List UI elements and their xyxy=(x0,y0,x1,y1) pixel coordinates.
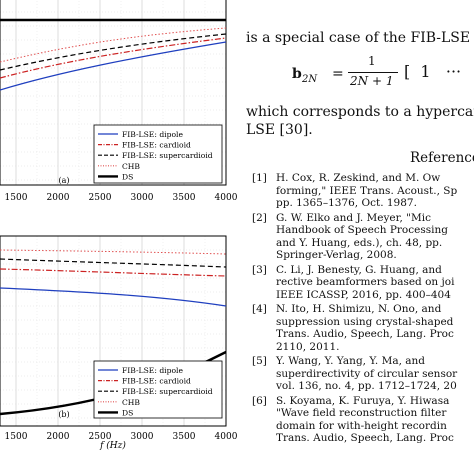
equation-subscript: 2N xyxy=(302,74,318,85)
reference-number: [2] xyxy=(252,211,267,224)
reference-line: pp. 1365–1376, Oct. 1987. xyxy=(276,197,417,209)
x-tick-label: 3500 xyxy=(173,432,196,442)
equation-lhs: b xyxy=(292,66,302,82)
bottom-x-ticks: 1500 2000 2500 3000 3500 4000 xyxy=(5,432,238,442)
reference-number: [5] xyxy=(252,355,267,367)
top-series-cardioid xyxy=(0,37,227,79)
text-line-3: LSE [30]. xyxy=(246,122,313,138)
reference-item: [3] C. Li, J. Benesty, G. Huang, and recti… xyxy=(252,264,474,302)
reference-line: forming," IEEE Trans. Acoust., Sp xyxy=(276,184,458,197)
reference-line: suppression using crystal-shaped xyxy=(276,315,454,328)
reference-line: rective beamformers based on joi xyxy=(276,276,455,288)
references-heading: Reference xyxy=(410,150,474,166)
x-tick-label: 1500 xyxy=(5,193,28,203)
x-tick-label: 2000 xyxy=(47,193,70,203)
reference-line: superdirectivity of circular sensor xyxy=(276,367,458,380)
bottom-series-cardioid xyxy=(0,268,227,277)
reference-line: "Wave field reconstruction filter xyxy=(276,407,447,419)
reference-item: [5] Y. Wang, Y. Yang, Y. Ma, and superdire… xyxy=(252,355,474,393)
reference-line: IEEE ICASSP, 2016, pp. 400–404 xyxy=(276,288,451,301)
legend-label: DS xyxy=(122,172,133,181)
reference-number: [1] xyxy=(252,172,267,184)
equation-fraction-bar xyxy=(348,72,398,73)
reference-line: G. W. Elko and J. Meyer, "Mic xyxy=(276,211,431,224)
bottom-x-label: f (Hz) xyxy=(99,440,126,451)
reference-line: Springer-Verlag, 2008. xyxy=(276,249,397,261)
legend-label: FIB-LSE: cardioid xyxy=(122,141,191,150)
equation-numerator: 1 xyxy=(368,54,376,68)
equation-equals: = xyxy=(332,66,344,82)
legend-label: FIB-LSE: dipole xyxy=(122,130,183,139)
top-series-supercardioid xyxy=(0,33,227,71)
figure-bottom: FIB-LSE: dipole FIB-LSE: cardioidFIB-LSE:… xyxy=(0,235,238,451)
text-line-1: is a special case of the FIB-LSE xyxy=(246,30,471,46)
reference-line: Y. Wang, Y. Yang, Y. Ma, and xyxy=(276,355,426,367)
reference-line: vol. 136, no. 4, pp. 1712–1724, 20 xyxy=(276,380,457,392)
top-series-chb xyxy=(0,27,227,63)
reference-line: 2110, 2011. xyxy=(276,340,340,353)
top-x-ticks: 1500 2000 2500 3000 3500 4000 xyxy=(5,193,238,203)
bottom-legend: FIB-LSE: dipole FIB-LSE: cardioidFIB-LSE:… xyxy=(93,360,223,419)
bottom-series-dipole xyxy=(0,287,227,307)
text-line-2: which corresponds to a hypercard xyxy=(246,104,474,120)
reference-item: [4] N. Ito, H. Shimizu, N. Ono, and suppre… xyxy=(252,303,474,353)
x-tick-label: 2500 xyxy=(89,432,112,442)
reference-line: Handbook of Speech Processing xyxy=(276,224,448,236)
equation-tail: [ 1 ··· xyxy=(404,62,462,81)
reference-line: S. Koyama, K. Furuya, Y. Hiwasa xyxy=(276,394,450,407)
equation-denominator: 2N + 1 xyxy=(350,74,394,88)
reference-line: and Y. Huang, eds.), ch. 48, pp. xyxy=(276,236,443,249)
x-tick-label: 1500 xyxy=(5,432,28,442)
reference-line: N. Ito, H. Shimizu, N. Ono, and xyxy=(276,303,442,315)
reference-line: Trans. Audio, Speech, Lang. Proc xyxy=(276,328,454,340)
reference-number: [6] xyxy=(252,394,267,407)
x-tick-label: 2500 xyxy=(89,193,112,203)
reference-line: Trans. Audio, Speech, Lang. Proc xyxy=(276,432,454,444)
legend-label: FIB-LSE: supercardioid xyxy=(122,151,213,160)
reference-item: [6] S. Koyama, K. Furuya, Y. Hiwasa "Wave … xyxy=(252,395,474,445)
top-panel-label: (a) xyxy=(58,176,69,185)
bottom-series-chb xyxy=(0,249,227,255)
top-series-dipole xyxy=(0,41,227,91)
legend-label: CHB xyxy=(122,162,140,171)
reference-item: [1] H. Cox, R. Zeskind, and M. Ow forming,… xyxy=(252,172,474,210)
reference-line: domain for with-height recordin xyxy=(276,419,447,432)
bottom-panel-label: (b) xyxy=(58,410,69,419)
reference-number: [4] xyxy=(252,303,267,315)
x-tick-label: 2000 xyxy=(47,432,70,442)
bottom-series-supercardioid xyxy=(0,258,227,268)
bottom-axes-frame xyxy=(0,235,227,427)
top-legend: FIB-LSE: dipole FIB-LSE: cardioidFIB-LSE:… xyxy=(93,124,223,184)
x-tick-label: 3000 xyxy=(131,432,154,442)
figure-top: FIB-LSE: dipole FIB-LSE: cardioidFIB-LSE:… xyxy=(0,0,238,203)
x-tick-label: 4000 xyxy=(215,193,238,203)
legend-label: DS xyxy=(122,408,133,417)
reference-item: [2] G. W. Elko and J. Meyer, "Mic Handbook… xyxy=(252,212,474,262)
reference-line: C. Li, J. Benesty, G. Huang, and xyxy=(276,263,442,276)
x-tick-label: 3500 xyxy=(173,193,196,203)
reference-number: [3] xyxy=(252,263,267,276)
legend-label: CHB xyxy=(122,398,140,407)
reference-list: [1] H. Cox, R. Zeskind, and M. Ow forming,… xyxy=(252,172,474,447)
legend-label: FIB-LSE: dipole xyxy=(122,366,183,375)
legend-label: FIB-LSE: supercardioid xyxy=(122,387,213,396)
reference-line: H. Cox, R. Zeskind, and M. Ow xyxy=(276,172,441,184)
x-tick-label: 3000 xyxy=(131,193,154,203)
equation: b 2N = 1 2N + 1 [ 1 ··· xyxy=(286,54,474,96)
legend-label: FIB-LSE: cardioid xyxy=(122,377,191,386)
x-tick-label: 4000 xyxy=(215,432,238,442)
